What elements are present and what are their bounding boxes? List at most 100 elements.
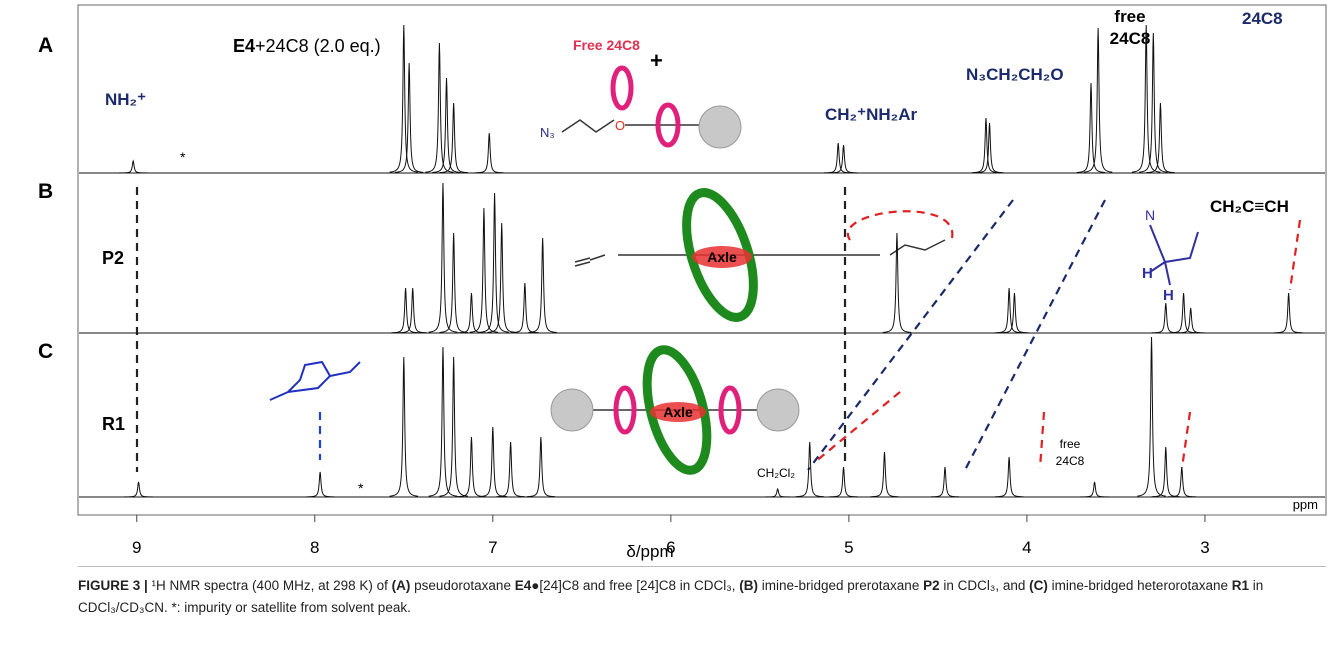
x-tick-label: 8 [310, 538, 319, 557]
guide-line [1040, 412, 1044, 468]
peak [390, 357, 418, 496]
x-tick-label: 4 [1022, 538, 1031, 557]
guide-line [808, 200, 1013, 470]
guide-line [815, 392, 900, 462]
x-tick-label: 7 [488, 538, 497, 557]
peak [1000, 293, 1028, 333]
axle [562, 120, 614, 132]
peak [763, 489, 791, 497]
stopper [551, 389, 593, 431]
ring [613, 68, 631, 108]
caption-part: (C) [1029, 578, 1048, 593]
peak [119, 161, 147, 173]
caption-part: [24]C8 and free [24]C8 in CDCl₃, [539, 578, 739, 593]
caption-part: R1 [1232, 578, 1249, 593]
peak [306, 472, 334, 497]
atom: H [1142, 265, 1153, 282]
atom: H [1163, 287, 1174, 304]
peak [475, 133, 503, 173]
compound: P2 [102, 248, 124, 268]
cartoon-label: Axle [663, 404, 693, 420]
page: {"chart_data": {"type": "nmr", "xlim": [… [0, 0, 1344, 651]
peak [479, 427, 507, 497]
compound-detail: +24C8 (2.0 eq.) [255, 36, 381, 56]
compound-label: E4+24C8 (2.0 eq.) [233, 36, 381, 56]
figure: H H N A B C E4+24C8 (2.0 eq.) NH₂⁺ * Fre… [0, 0, 1344, 570]
caption-part: imine-bridged heterorotaxane [1048, 578, 1232, 593]
caption-part: P2 [923, 578, 940, 593]
caption: FIGURE 3 | ¹H NMR spectra (400 MHz, at 2… [78, 575, 1318, 619]
atom: N [1145, 207, 1155, 223]
separator [78, 566, 1326, 567]
peak-label: 24C8 [1242, 9, 1283, 28]
peak [390, 25, 418, 172]
peak [425, 43, 453, 172]
alkyne [575, 255, 605, 266]
peak [1084, 28, 1112, 172]
unit-label: ppm [1293, 497, 1318, 512]
peak-label: 24C8 [1110, 29, 1151, 48]
peak [527, 437, 555, 497]
caption-part: imine-bridged prerotaxane [758, 578, 923, 593]
peak [975, 123, 1003, 173]
peak [1080, 482, 1108, 497]
cartoon-c [270, 343, 799, 476]
peak-label: N₃CH₂CH₂O [966, 65, 1064, 84]
peak [528, 238, 556, 332]
peak-label: NH₂⁺ [105, 90, 146, 109]
peak [870, 452, 898, 497]
peak [1152, 303, 1180, 333]
x-axis-label: δ/ppm [626, 542, 673, 561]
cartoon-b: H H N [575, 185, 1198, 326]
triazole [270, 362, 360, 400]
cartoon-label: Axle [707, 249, 737, 265]
peak-label: free [1060, 437, 1081, 451]
bicycle [1150, 225, 1198, 285]
peak [457, 437, 485, 497]
peak [1137, 337, 1165, 496]
caption-part: pseudorotaxane [410, 578, 514, 593]
cartoon-plus: + [650, 48, 663, 73]
caption-part: (B) [739, 578, 758, 593]
guide-curve [848, 211, 952, 240]
peak [972, 118, 1000, 173]
peak [995, 288, 1023, 333]
peak [1168, 467, 1196, 497]
peak [496, 442, 524, 497]
atom: N₃ [540, 125, 555, 140]
stopper [699, 106, 741, 148]
caption-part: (A) [392, 578, 411, 593]
peak [395, 63, 423, 172]
x-tick-label: 5 [844, 538, 853, 557]
peak [124, 482, 152, 497]
peak [1274, 293, 1302, 333]
peak-label: CH₂⁺NH₂Ar [825, 105, 917, 124]
peak [995, 457, 1023, 497]
panel-label: A [38, 34, 53, 57]
peak-label: 24C8 [1056, 454, 1085, 468]
guide-line [1290, 220, 1300, 290]
caption-part: E4● [515, 578, 540, 593]
caption-part: in CDCl₃, and [940, 578, 1030, 593]
peak [511, 283, 539, 333]
peak-label: free [1114, 7, 1145, 26]
cartoon-a [562, 68, 741, 148]
caption-part: ¹H NMR spectra (400 MHz, at 298 K) of [148, 578, 392, 593]
x-tick-label: 9 [132, 538, 141, 557]
peak [829, 467, 857, 497]
peak [829, 145, 857, 173]
guide-line [1182, 412, 1190, 468]
alkyne [890, 240, 945, 255]
peak-label: CH₂Cl₂ [757, 466, 795, 480]
cartoon-label: Free 24C8 [573, 37, 640, 53]
peak [883, 233, 911, 332]
caption-part: FIGURE 3 | [78, 578, 148, 593]
peak [931, 467, 959, 497]
guides [137, 187, 1300, 472]
compound: R1 [102, 414, 125, 434]
panel-label: C [38, 340, 53, 363]
impurity-mark: * [180, 149, 186, 165]
panel-label: B [38, 180, 53, 203]
stopper [757, 389, 799, 431]
impurity-mark: * [358, 480, 364, 496]
